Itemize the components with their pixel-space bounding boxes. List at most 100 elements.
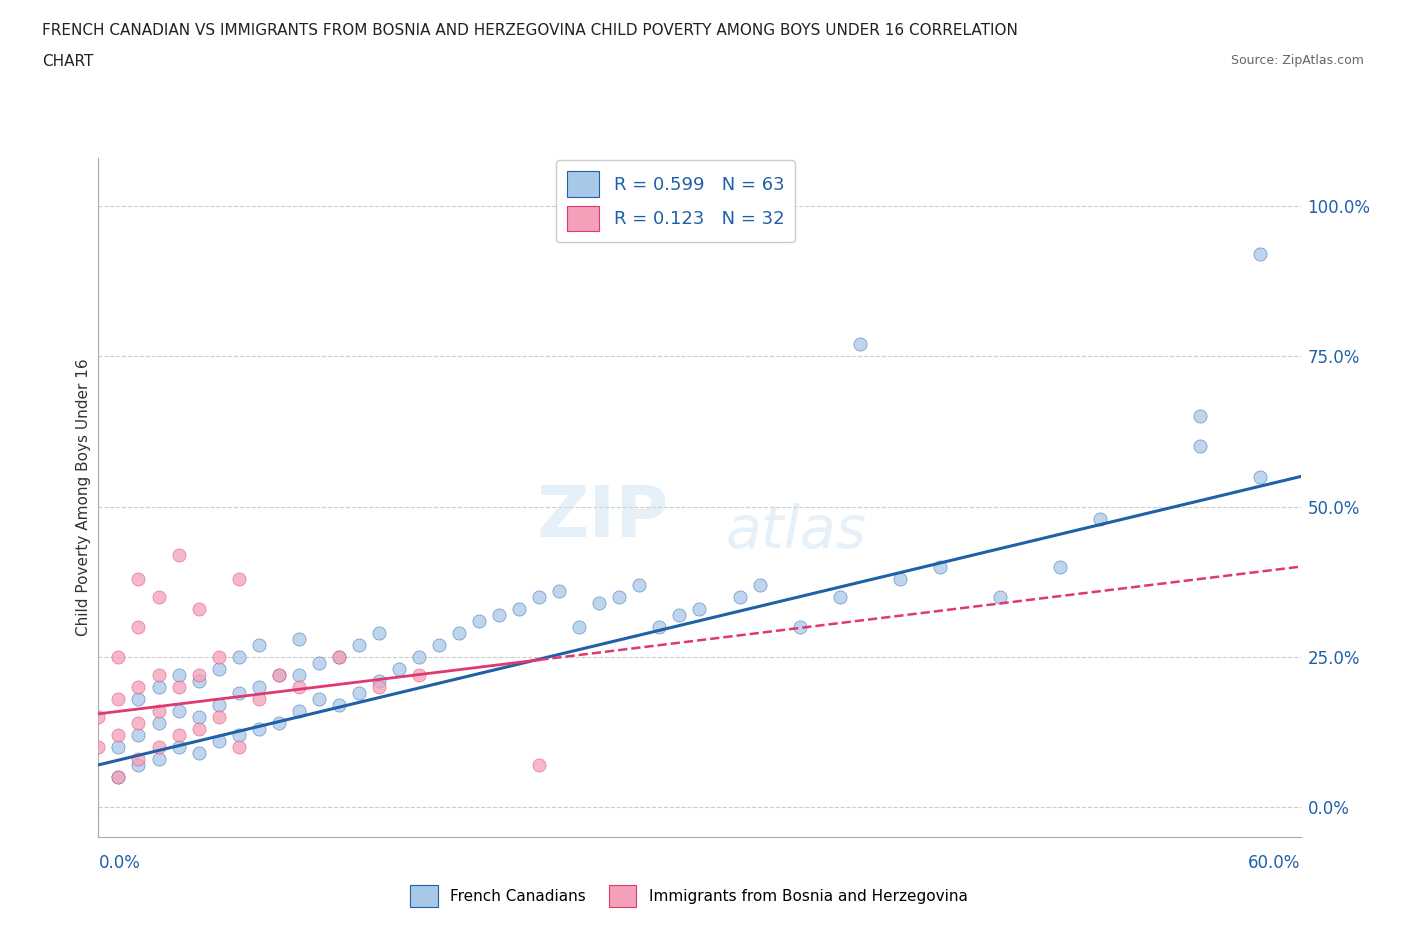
Point bbox=[228, 727, 250, 742]
Point bbox=[308, 691, 330, 706]
Point bbox=[408, 668, 430, 683]
Point bbox=[107, 727, 129, 742]
Point bbox=[388, 661, 411, 676]
Point bbox=[228, 649, 250, 664]
Text: FRENCH CANADIAN VS IMMIGRANTS FROM BOSNIA AND HERZEGOVINA CHILD POVERTY AMONG BO: FRENCH CANADIAN VS IMMIGRANTS FROM BOSNI… bbox=[42, 23, 1018, 38]
Point bbox=[288, 631, 311, 646]
Point bbox=[728, 590, 751, 604]
Point bbox=[187, 722, 209, 737]
Point bbox=[408, 649, 430, 664]
Point bbox=[167, 727, 190, 742]
Point bbox=[228, 739, 250, 754]
Legend: French Canadians, Immigrants from Bosnia and Herzegovina: French Canadians, Immigrants from Bosnia… bbox=[405, 879, 973, 913]
Point bbox=[1250, 246, 1272, 261]
Point bbox=[128, 619, 150, 634]
Point bbox=[689, 602, 711, 617]
Point bbox=[107, 769, 129, 784]
Point bbox=[187, 746, 209, 761]
Point bbox=[488, 607, 510, 622]
Point bbox=[748, 578, 770, 592]
Point bbox=[288, 703, 311, 718]
Point bbox=[1189, 439, 1212, 454]
Point bbox=[368, 679, 391, 694]
Point bbox=[148, 739, 170, 754]
Point bbox=[128, 679, 150, 694]
Point bbox=[328, 649, 350, 664]
Point bbox=[208, 734, 231, 749]
Point bbox=[247, 691, 270, 706]
Point bbox=[187, 602, 209, 617]
Point bbox=[347, 637, 370, 652]
Point bbox=[247, 679, 270, 694]
Point bbox=[288, 679, 311, 694]
Point bbox=[107, 649, 129, 664]
Point bbox=[128, 571, 150, 586]
Point bbox=[1049, 559, 1071, 574]
Point bbox=[1250, 469, 1272, 484]
Text: Source: ZipAtlas.com: Source: ZipAtlas.com bbox=[1230, 54, 1364, 67]
Point bbox=[107, 691, 129, 706]
Y-axis label: Child Poverty Among Boys Under 16: Child Poverty Among Boys Under 16 bbox=[76, 359, 91, 636]
Point bbox=[228, 571, 250, 586]
Point bbox=[929, 559, 952, 574]
Point bbox=[107, 769, 129, 784]
Point bbox=[128, 727, 150, 742]
Point bbox=[128, 757, 150, 772]
Point bbox=[87, 710, 110, 724]
Point bbox=[187, 673, 209, 688]
Point bbox=[468, 613, 491, 628]
Point bbox=[167, 668, 190, 683]
Point bbox=[347, 685, 370, 700]
Point bbox=[548, 583, 571, 598]
Point bbox=[328, 698, 350, 712]
Point bbox=[628, 578, 651, 592]
Point bbox=[148, 715, 170, 730]
Point bbox=[128, 715, 150, 730]
Point bbox=[828, 590, 851, 604]
Point bbox=[128, 751, 150, 766]
Point bbox=[529, 757, 551, 772]
Point bbox=[288, 668, 311, 683]
Point bbox=[368, 673, 391, 688]
Point bbox=[148, 590, 170, 604]
Text: CHART: CHART bbox=[42, 54, 94, 69]
Point bbox=[208, 661, 231, 676]
Point bbox=[427, 637, 450, 652]
Point bbox=[889, 571, 911, 586]
Point bbox=[529, 590, 551, 604]
Point bbox=[328, 649, 350, 664]
Point bbox=[148, 668, 170, 683]
Point bbox=[609, 590, 631, 604]
Point bbox=[148, 679, 170, 694]
Legend: R = 0.599   N = 63, R = 0.123   N = 32: R = 0.599 N = 63, R = 0.123 N = 32 bbox=[555, 160, 794, 242]
Point bbox=[1189, 409, 1212, 424]
Point bbox=[368, 625, 391, 640]
Text: 60.0%: 60.0% bbox=[1249, 854, 1301, 871]
Point bbox=[148, 703, 170, 718]
Point bbox=[988, 590, 1011, 604]
Point bbox=[508, 602, 530, 617]
Point bbox=[208, 710, 231, 724]
Point bbox=[208, 649, 231, 664]
Point bbox=[789, 619, 811, 634]
Point bbox=[148, 751, 170, 766]
Point bbox=[107, 739, 129, 754]
Point bbox=[849, 337, 872, 352]
Point bbox=[128, 691, 150, 706]
Point bbox=[1088, 512, 1111, 526]
Point bbox=[267, 715, 290, 730]
Point bbox=[167, 679, 190, 694]
Point bbox=[187, 710, 209, 724]
Point bbox=[167, 739, 190, 754]
Text: 0.0%: 0.0% bbox=[98, 854, 141, 871]
Text: ZIP: ZIP bbox=[537, 484, 669, 552]
Point bbox=[267, 668, 290, 683]
Point bbox=[668, 607, 690, 622]
Point bbox=[308, 656, 330, 671]
Point bbox=[568, 619, 591, 634]
Point bbox=[187, 668, 209, 683]
Point bbox=[447, 625, 470, 640]
Point bbox=[588, 595, 610, 610]
Point bbox=[247, 722, 270, 737]
Point bbox=[208, 698, 231, 712]
